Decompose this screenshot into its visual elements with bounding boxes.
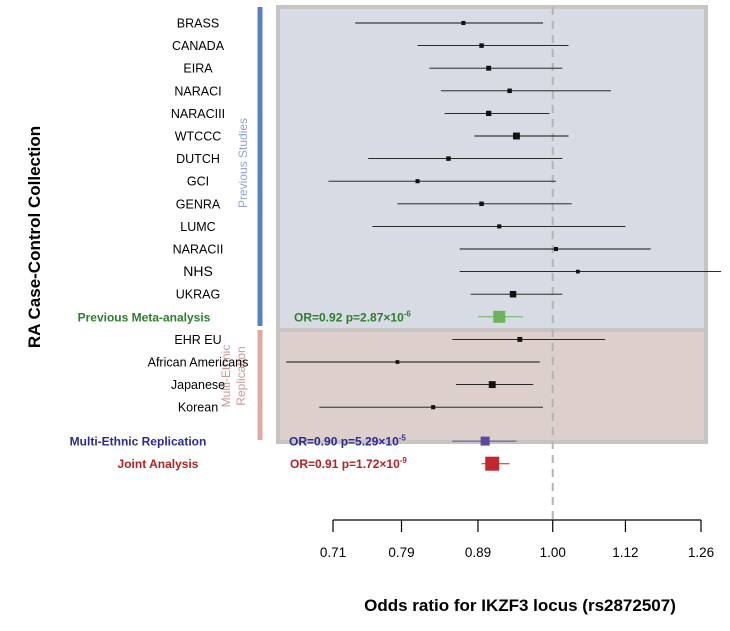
study-label-japanese: Japanese: [171, 378, 225, 392]
point-dutch: [446, 156, 451, 161]
group-label-previous-studies: Previous Studies: [236, 118, 250, 208]
previous-meta-label: Previous Meta-analysis: [78, 310, 211, 324]
y-axis-title: RA Case-Control Collection: [25, 126, 44, 348]
joint-stat-text: OR=0.91 p=1.72×10-9: [290, 456, 407, 471]
study-label-ehr-eu: EHR EU: [174, 333, 221, 347]
point-naraci: [507, 88, 512, 94]
previous-meta-point: [493, 310, 506, 323]
multi-ethnic-stat-text: OR=0.90 p=5.29×10-5: [289, 434, 406, 449]
previous-studies-panel: [276, 5, 708, 332]
x-tick-label-0: 0.71: [320, 545, 346, 560]
multi-ethnic-point: [480, 436, 490, 446]
study-label-lumc: LUMC: [180, 220, 215, 234]
point-naraciii: [486, 110, 492, 117]
point-genra: [479, 201, 484, 207]
joint-label: Joint Analysis: [118, 457, 199, 471]
point-eira: [486, 65, 492, 71]
x-axis-title: Odds ratio for IKZF3 locus (rs2872507): [364, 596, 676, 615]
study-label-wtccc: WTCCC: [175, 130, 222, 144]
study-label-ukrag: UKRAG: [176, 288, 220, 302]
study-label-dutch: DUTCH: [176, 152, 220, 166]
x-tick-label-4: 1.12: [612, 545, 638, 560]
study-label-genra: GENRA: [176, 197, 221, 211]
study-label-korean: Korean: [178, 401, 218, 415]
study-label-naraci: NARACI: [174, 84, 221, 98]
point-canada: [479, 43, 484, 48]
study-label-canada: CANADA: [172, 39, 225, 53]
study-label-nhs: NHS: [183, 263, 213, 279]
multi-ethnic-label: Multi-Ethnic Replication: [70, 435, 207, 449]
point-ehr-eu: [517, 336, 523, 342]
x-tick-label-2: 0.89: [465, 545, 491, 560]
joint-point: [485, 456, 500, 471]
point-african-americans: [395, 360, 400, 364]
point-ukrag: [509, 290, 517, 298]
point-nhs: [576, 269, 580, 274]
point-naracii: [553, 246, 558, 252]
group-label-multi-ethnic: Multi-EthnicReplication: [219, 345, 248, 408]
point-korean: [431, 405, 436, 410]
x-tick-label-3: 1.00: [540, 545, 566, 560]
previous-meta-stat-text: OR=0.92 p=2.87×10-6: [294, 309, 411, 324]
study-label-naracii: NARACII: [173, 243, 224, 257]
point-wtccc: [512, 132, 520, 140]
study-label-gci: GCI: [187, 175, 209, 189]
x-tick-label-1: 0.79: [388, 545, 414, 560]
point-japanese: [488, 381, 496, 389]
study-label-eira: EIRA: [183, 62, 213, 76]
x-tick-label-5: 1.26: [688, 545, 714, 560]
point-brass: [461, 20, 466, 26]
point-gci: [415, 179, 420, 184]
study-label-naraciii: NARACIII: [171, 107, 225, 121]
study-label-brass: BRASS: [177, 17, 219, 31]
study-label-african-americans: African Americans: [148, 356, 249, 370]
point-lumc: [497, 224, 502, 229]
